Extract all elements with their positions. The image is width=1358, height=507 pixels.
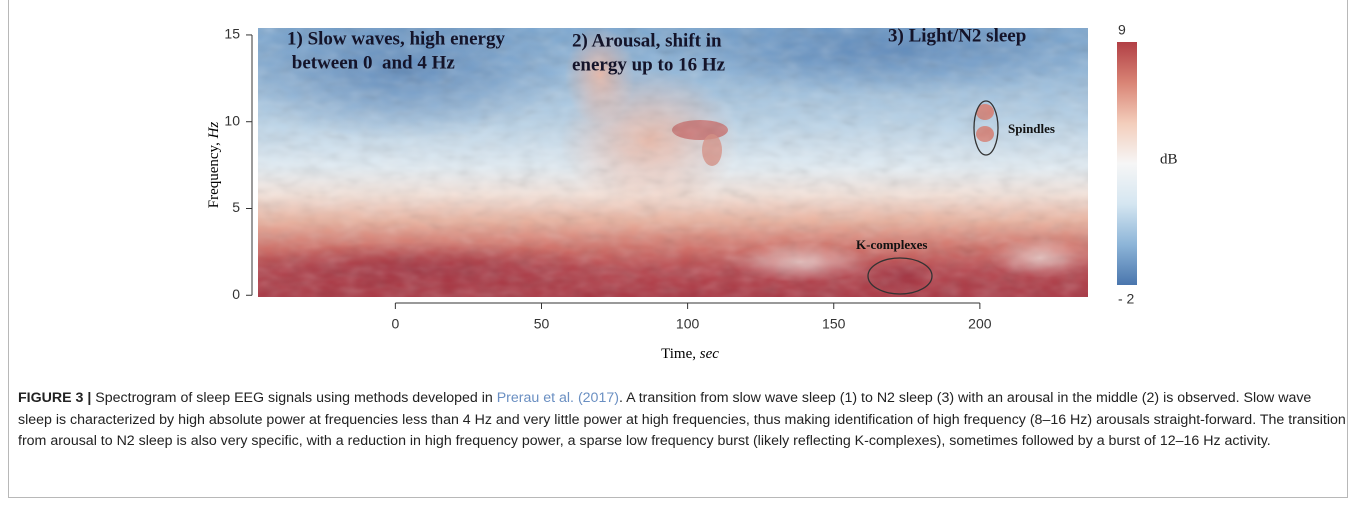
colorbar-label: dB [1160, 151, 1178, 167]
annotation: 2) Arousal, shift in [572, 30, 722, 51]
colorbar-tick-label: 9 [1118, 22, 1126, 38]
y-tick-label: 0 [232, 286, 240, 302]
x-tick-label: 0 [391, 316, 399, 332]
caption-text: Spectrogram of sleep EEG signals using m… [91, 390, 497, 406]
citation-link[interactable]: Prerau et al. (2017) [496, 390, 619, 406]
colorbar-tick-label: - 2 [1118, 291, 1135, 307]
x-tick-label: 100 [676, 316, 700, 332]
y-axis-unit: Hz [206, 122, 222, 140]
annotation: between 0 and 4 Hz [287, 52, 455, 73]
caption: FIGURE 3 | Spectrogram of sleep EEG sign… [18, 388, 1348, 453]
x-tick-label: 150 [822, 316, 846, 332]
annotation: 1) Slow waves, high energy [287, 28, 505, 49]
spectrogram [258, 28, 1088, 297]
x-axis-label: Time, sec [661, 346, 719, 362]
x-axis-label-text: Time, [661, 346, 696, 362]
figure-frame [8, 0, 1348, 498]
caption-label: FIGURE 3 | [18, 390, 92, 406]
callout-label: Spindles [1008, 121, 1055, 136]
k-complex-ellipse [867, 257, 933, 295]
caption-text: . A transition from slow wave sleep (1) … [18, 390, 1346, 450]
x-axis-unit: sec [700, 346, 719, 362]
x-tick-label: 200 [968, 316, 992, 332]
y-tick-label: 15 [224, 26, 240, 42]
spindle-ellipse [973, 100, 999, 156]
annotation: energy up to 16 Hz [572, 54, 726, 75]
y-tick-label: 5 [232, 199, 240, 215]
annotation: 3) Light/N2 sleep [888, 25, 1026, 46]
y-tick-label: 10 [224, 112, 240, 128]
y-axis-label-text: Frequency, [206, 142, 222, 208]
x-tick-label: 50 [534, 316, 550, 332]
y-axis-label: Frequency, Hz [206, 122, 222, 209]
callout-label: K-complexes [856, 237, 927, 252]
colorbar [1117, 42, 1137, 285]
